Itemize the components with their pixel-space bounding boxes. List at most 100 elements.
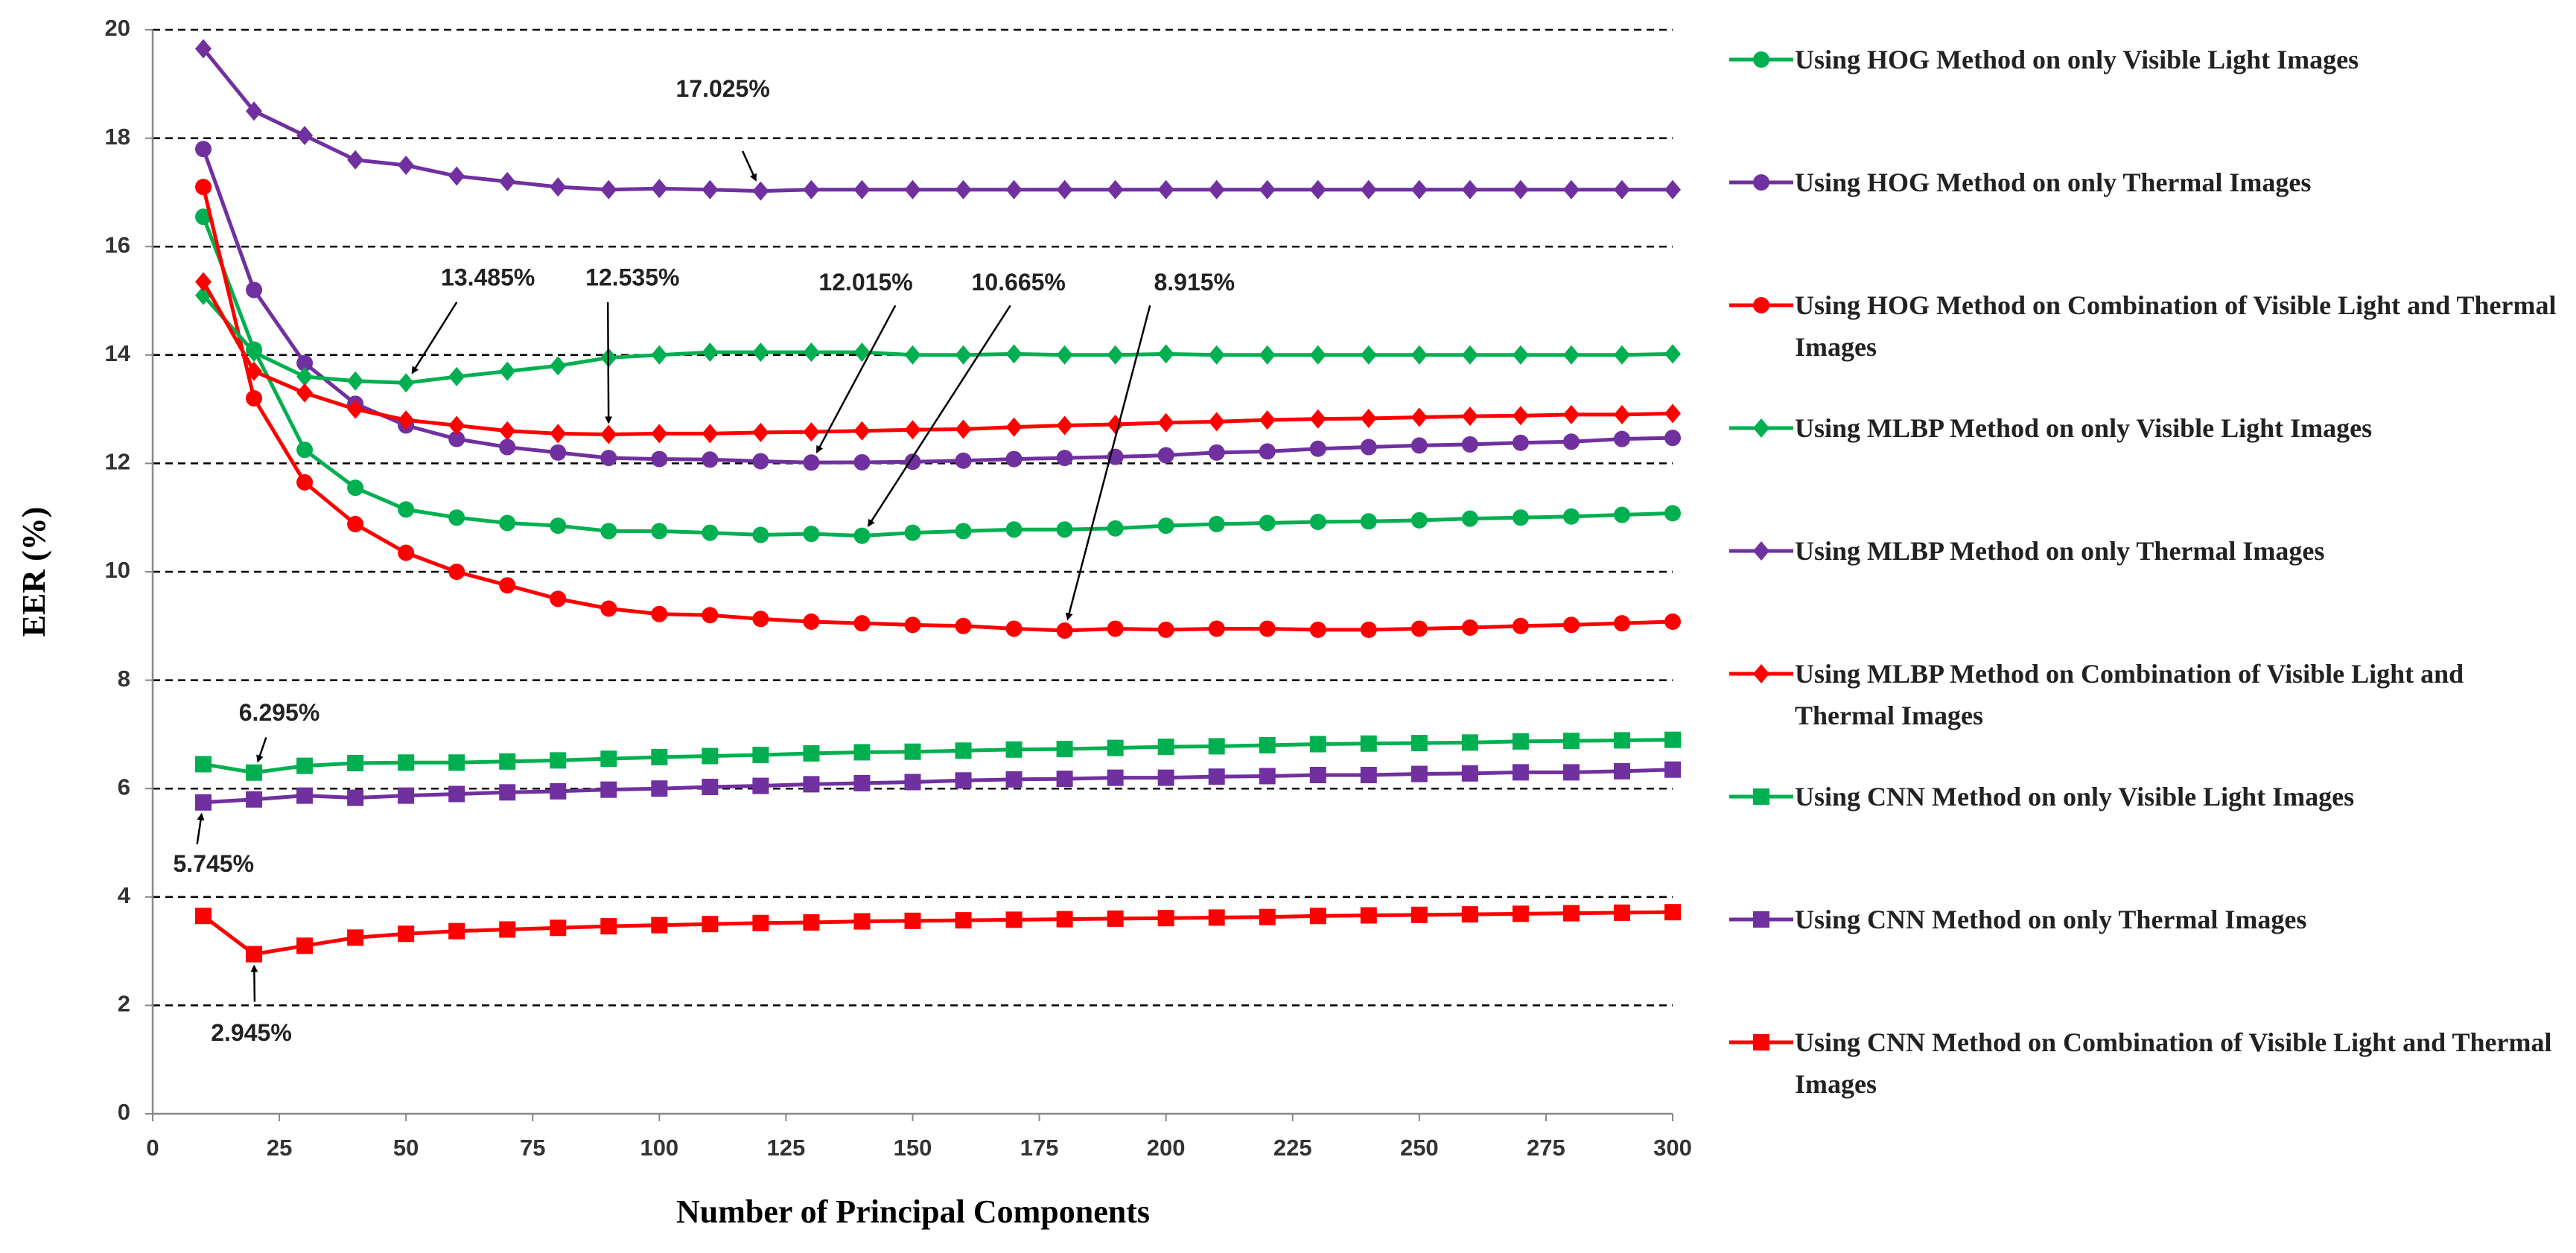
data-point (1107, 910, 1124, 927)
data-point (1005, 417, 1023, 437)
legend-marker (1753, 911, 1769, 928)
legend-item: Using CNN Method on only Visible Light I… (1728, 776, 2569, 817)
data-point (1512, 345, 1529, 365)
data-point (1360, 735, 1377, 752)
data-point (1005, 741, 1023, 758)
data-point (296, 757, 314, 774)
legend-marker (1753, 418, 1769, 438)
x-tick-label: 300 (1653, 1135, 1692, 1161)
data-point (398, 156, 415, 175)
data-point (1664, 904, 1681, 921)
data-point (1461, 510, 1478, 527)
annotation-label: 5.745% (174, 850, 255, 877)
y-tick-label: 14 (105, 340, 131, 366)
data-point (702, 451, 719, 468)
data-point (1562, 616, 1580, 634)
annotation-label: 12.015% (818, 269, 912, 296)
data-point (702, 524, 719, 541)
data-point (752, 181, 769, 201)
legend-icon (1729, 1034, 1793, 1050)
data-point (1309, 409, 1326, 429)
data-point (195, 39, 212, 59)
data-point (1005, 521, 1023, 538)
data-point (1562, 764, 1580, 781)
data-point (1005, 771, 1023, 788)
data-point (448, 430, 465, 447)
data-point (803, 745, 820, 762)
data-point (1259, 908, 1276, 925)
data-point (1512, 406, 1529, 426)
data-point (1005, 620, 1023, 637)
data-point (1512, 509, 1529, 526)
data-point (904, 524, 921, 541)
data-point (1613, 506, 1630, 523)
data-point (1411, 345, 1428, 365)
data-point (347, 515, 364, 532)
data-point (853, 342, 871, 363)
data-point (1208, 738, 1225, 755)
data-point (1259, 443, 1276, 460)
annotation-label: 17.025% (675, 75, 769, 102)
data-point (1107, 769, 1124, 786)
data-point (398, 787, 415, 804)
data-point (1461, 345, 1478, 365)
data-point (1664, 731, 1681, 748)
data-point (1411, 407, 1428, 427)
data-point (803, 422, 820, 442)
series-line (201, 186, 1673, 633)
legend-icon (1729, 664, 1793, 683)
data-point (853, 527, 871, 544)
data-point (752, 747, 769, 764)
data-point (1157, 621, 1174, 638)
legend-item: Using CNN Method on only Thermal Images (1728, 899, 2569, 940)
data-point (1107, 620, 1124, 637)
data-point (448, 166, 465, 186)
data-point (448, 366, 465, 386)
data-point (296, 125, 314, 145)
data-point (1309, 345, 1326, 365)
y-tick-label: 8 (118, 666, 130, 692)
data-point (1411, 765, 1428, 782)
data-point (550, 424, 567, 444)
data-point (904, 743, 921, 760)
data-point (651, 605, 668, 622)
y-tick-label: 2 (118, 991, 130, 1017)
y-tick-label: 0 (118, 1099, 130, 1125)
data-point (246, 101, 263, 121)
data-point (246, 281, 263, 299)
data-point (296, 937, 314, 954)
data-point (398, 501, 415, 518)
data-point (853, 179, 871, 200)
data-point (347, 754, 364, 771)
data-point (651, 450, 668, 468)
legend-label: Using CNN Method on Combination of Visib… (1795, 1027, 2552, 1099)
data-point (600, 450, 617, 467)
data-point (1512, 733, 1529, 750)
data-point (347, 479, 364, 497)
data-point (1613, 179, 1630, 200)
data-point (398, 373, 415, 393)
data-point (1664, 179, 1681, 200)
data-point (853, 453, 871, 471)
data-point (1411, 179, 1428, 200)
data-point (752, 453, 769, 470)
data-point (1562, 433, 1580, 450)
series-line (201, 281, 1673, 436)
data-point (955, 179, 972, 200)
data-point (1360, 767, 1377, 783)
data-point (600, 781, 617, 798)
data-point (904, 616, 921, 634)
y-tick-label: 16 (105, 232, 130, 258)
data-point (550, 517, 567, 535)
data-point (853, 774, 871, 791)
legend-marker (1753, 541, 1769, 561)
x-tick-label: 225 (1273, 1135, 1312, 1161)
data-point (1107, 345, 1124, 365)
data-point (1005, 450, 1023, 468)
x-tick-label: 200 (1147, 1135, 1186, 1161)
data-point (1309, 514, 1326, 531)
data-point (448, 415, 465, 436)
data-point (398, 410, 415, 430)
y-tick-label: 10 (105, 557, 130, 583)
